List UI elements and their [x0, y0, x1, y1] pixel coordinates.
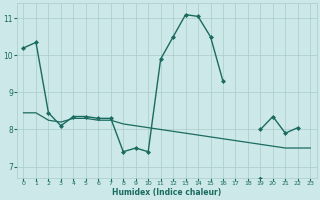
X-axis label: Humidex (Indice chaleur): Humidex (Indice chaleur) [112, 188, 221, 197]
